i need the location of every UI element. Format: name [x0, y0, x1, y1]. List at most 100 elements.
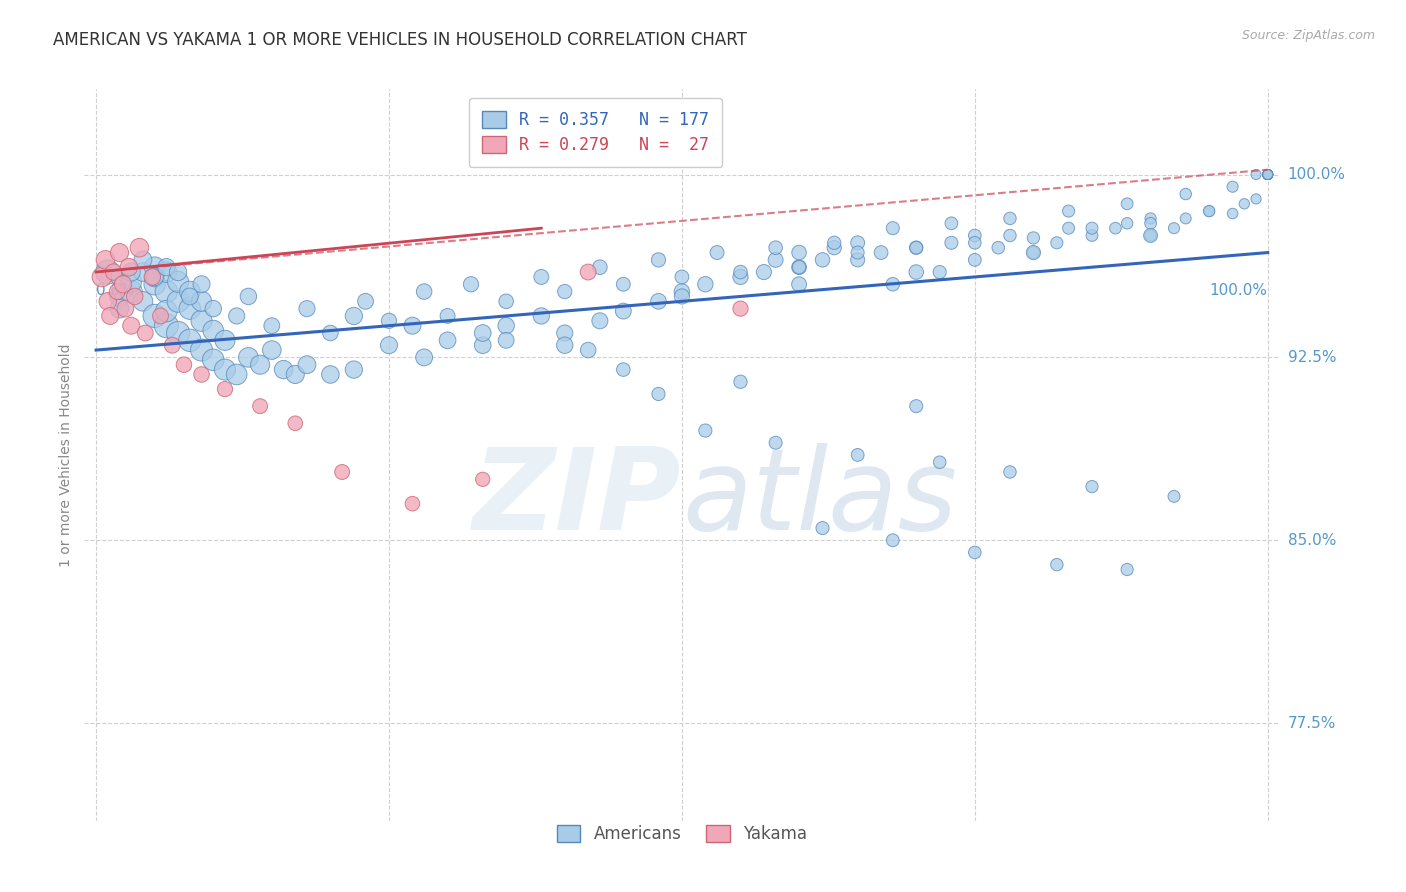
Point [1174, 187, 1197, 202]
Point [143, 260, 166, 275]
Point [1257, 168, 1279, 182]
Point [530, 269, 553, 284]
Point [167, 294, 190, 309]
Point [589, 314, 612, 328]
Point [249, 399, 271, 413]
Point [132, 265, 155, 279]
Point [155, 285, 177, 299]
Point [823, 235, 845, 250]
Point [1057, 204, 1080, 219]
Point [260, 343, 283, 357]
Point [273, 362, 295, 376]
Point [671, 289, 693, 303]
Point [765, 435, 787, 450]
Point [963, 228, 986, 243]
Text: 92.5%: 92.5% [1288, 350, 1336, 365]
Point [108, 245, 131, 260]
Point [530, 309, 553, 323]
Point [343, 362, 366, 376]
Point [149, 309, 172, 323]
Point [987, 241, 1010, 255]
Point [846, 448, 869, 462]
Point [1174, 211, 1197, 226]
Point [1116, 562, 1139, 576]
Point [928, 455, 950, 469]
Point [103, 265, 125, 279]
Point [1257, 168, 1279, 182]
Point [105, 285, 128, 299]
Point [108, 289, 131, 303]
Point [1257, 168, 1279, 182]
Point [330, 465, 353, 479]
Point [1257, 168, 1279, 182]
Y-axis label: 1 or more Vehicles in Household: 1 or more Vehicles in Household [59, 343, 73, 566]
Point [1163, 489, 1185, 503]
Point [671, 269, 693, 284]
Point [765, 241, 787, 255]
Text: 77.5%: 77.5% [1288, 715, 1336, 731]
Text: 100.0%: 100.0% [1288, 167, 1346, 182]
Point [1081, 221, 1104, 235]
Point [730, 301, 752, 316]
Point [576, 343, 599, 357]
Point [671, 285, 693, 299]
Point [1257, 168, 1279, 182]
Point [124, 289, 146, 303]
Point [90, 269, 114, 284]
Point [846, 252, 869, 267]
Point [190, 314, 212, 328]
Point [118, 260, 141, 275]
Point [554, 326, 576, 340]
Point [1116, 196, 1139, 211]
Point [787, 277, 810, 292]
Point [120, 265, 142, 279]
Point [284, 416, 307, 430]
Point [179, 285, 201, 299]
Point [941, 216, 963, 230]
Point [214, 334, 236, 348]
Point [190, 277, 212, 292]
Point [1257, 168, 1279, 182]
Point [1163, 221, 1185, 235]
Point [1139, 228, 1161, 243]
Point [378, 314, 401, 328]
Point [1233, 196, 1256, 211]
Point [882, 277, 904, 292]
Point [471, 472, 494, 486]
Point [167, 326, 190, 340]
Point [1081, 228, 1104, 243]
Point [249, 358, 271, 372]
Point [354, 294, 377, 309]
Point [173, 358, 195, 372]
Point [787, 260, 810, 275]
Point [495, 294, 517, 309]
Point [97, 294, 120, 309]
Text: atlas: atlas [682, 443, 957, 554]
Point [471, 326, 494, 340]
Point [1257, 168, 1279, 182]
Point [378, 338, 401, 352]
Point [202, 352, 225, 367]
Point [284, 368, 307, 382]
Point [225, 309, 247, 323]
Point [98, 309, 121, 323]
Point [214, 362, 236, 376]
Point [1257, 168, 1279, 182]
Point [155, 318, 177, 333]
Point [1257, 168, 1279, 182]
Point [225, 368, 247, 382]
Point [1257, 168, 1279, 182]
Point [695, 424, 717, 438]
Text: 0.0%: 0.0% [96, 283, 135, 298]
Point [963, 252, 986, 267]
Point [554, 338, 576, 352]
Point [612, 362, 634, 376]
Point [202, 301, 225, 316]
Point [134, 326, 156, 340]
Point [882, 533, 904, 548]
Point [295, 358, 318, 372]
Point [190, 294, 212, 309]
Point [1257, 168, 1279, 182]
Point [155, 265, 177, 279]
Point [647, 387, 669, 401]
